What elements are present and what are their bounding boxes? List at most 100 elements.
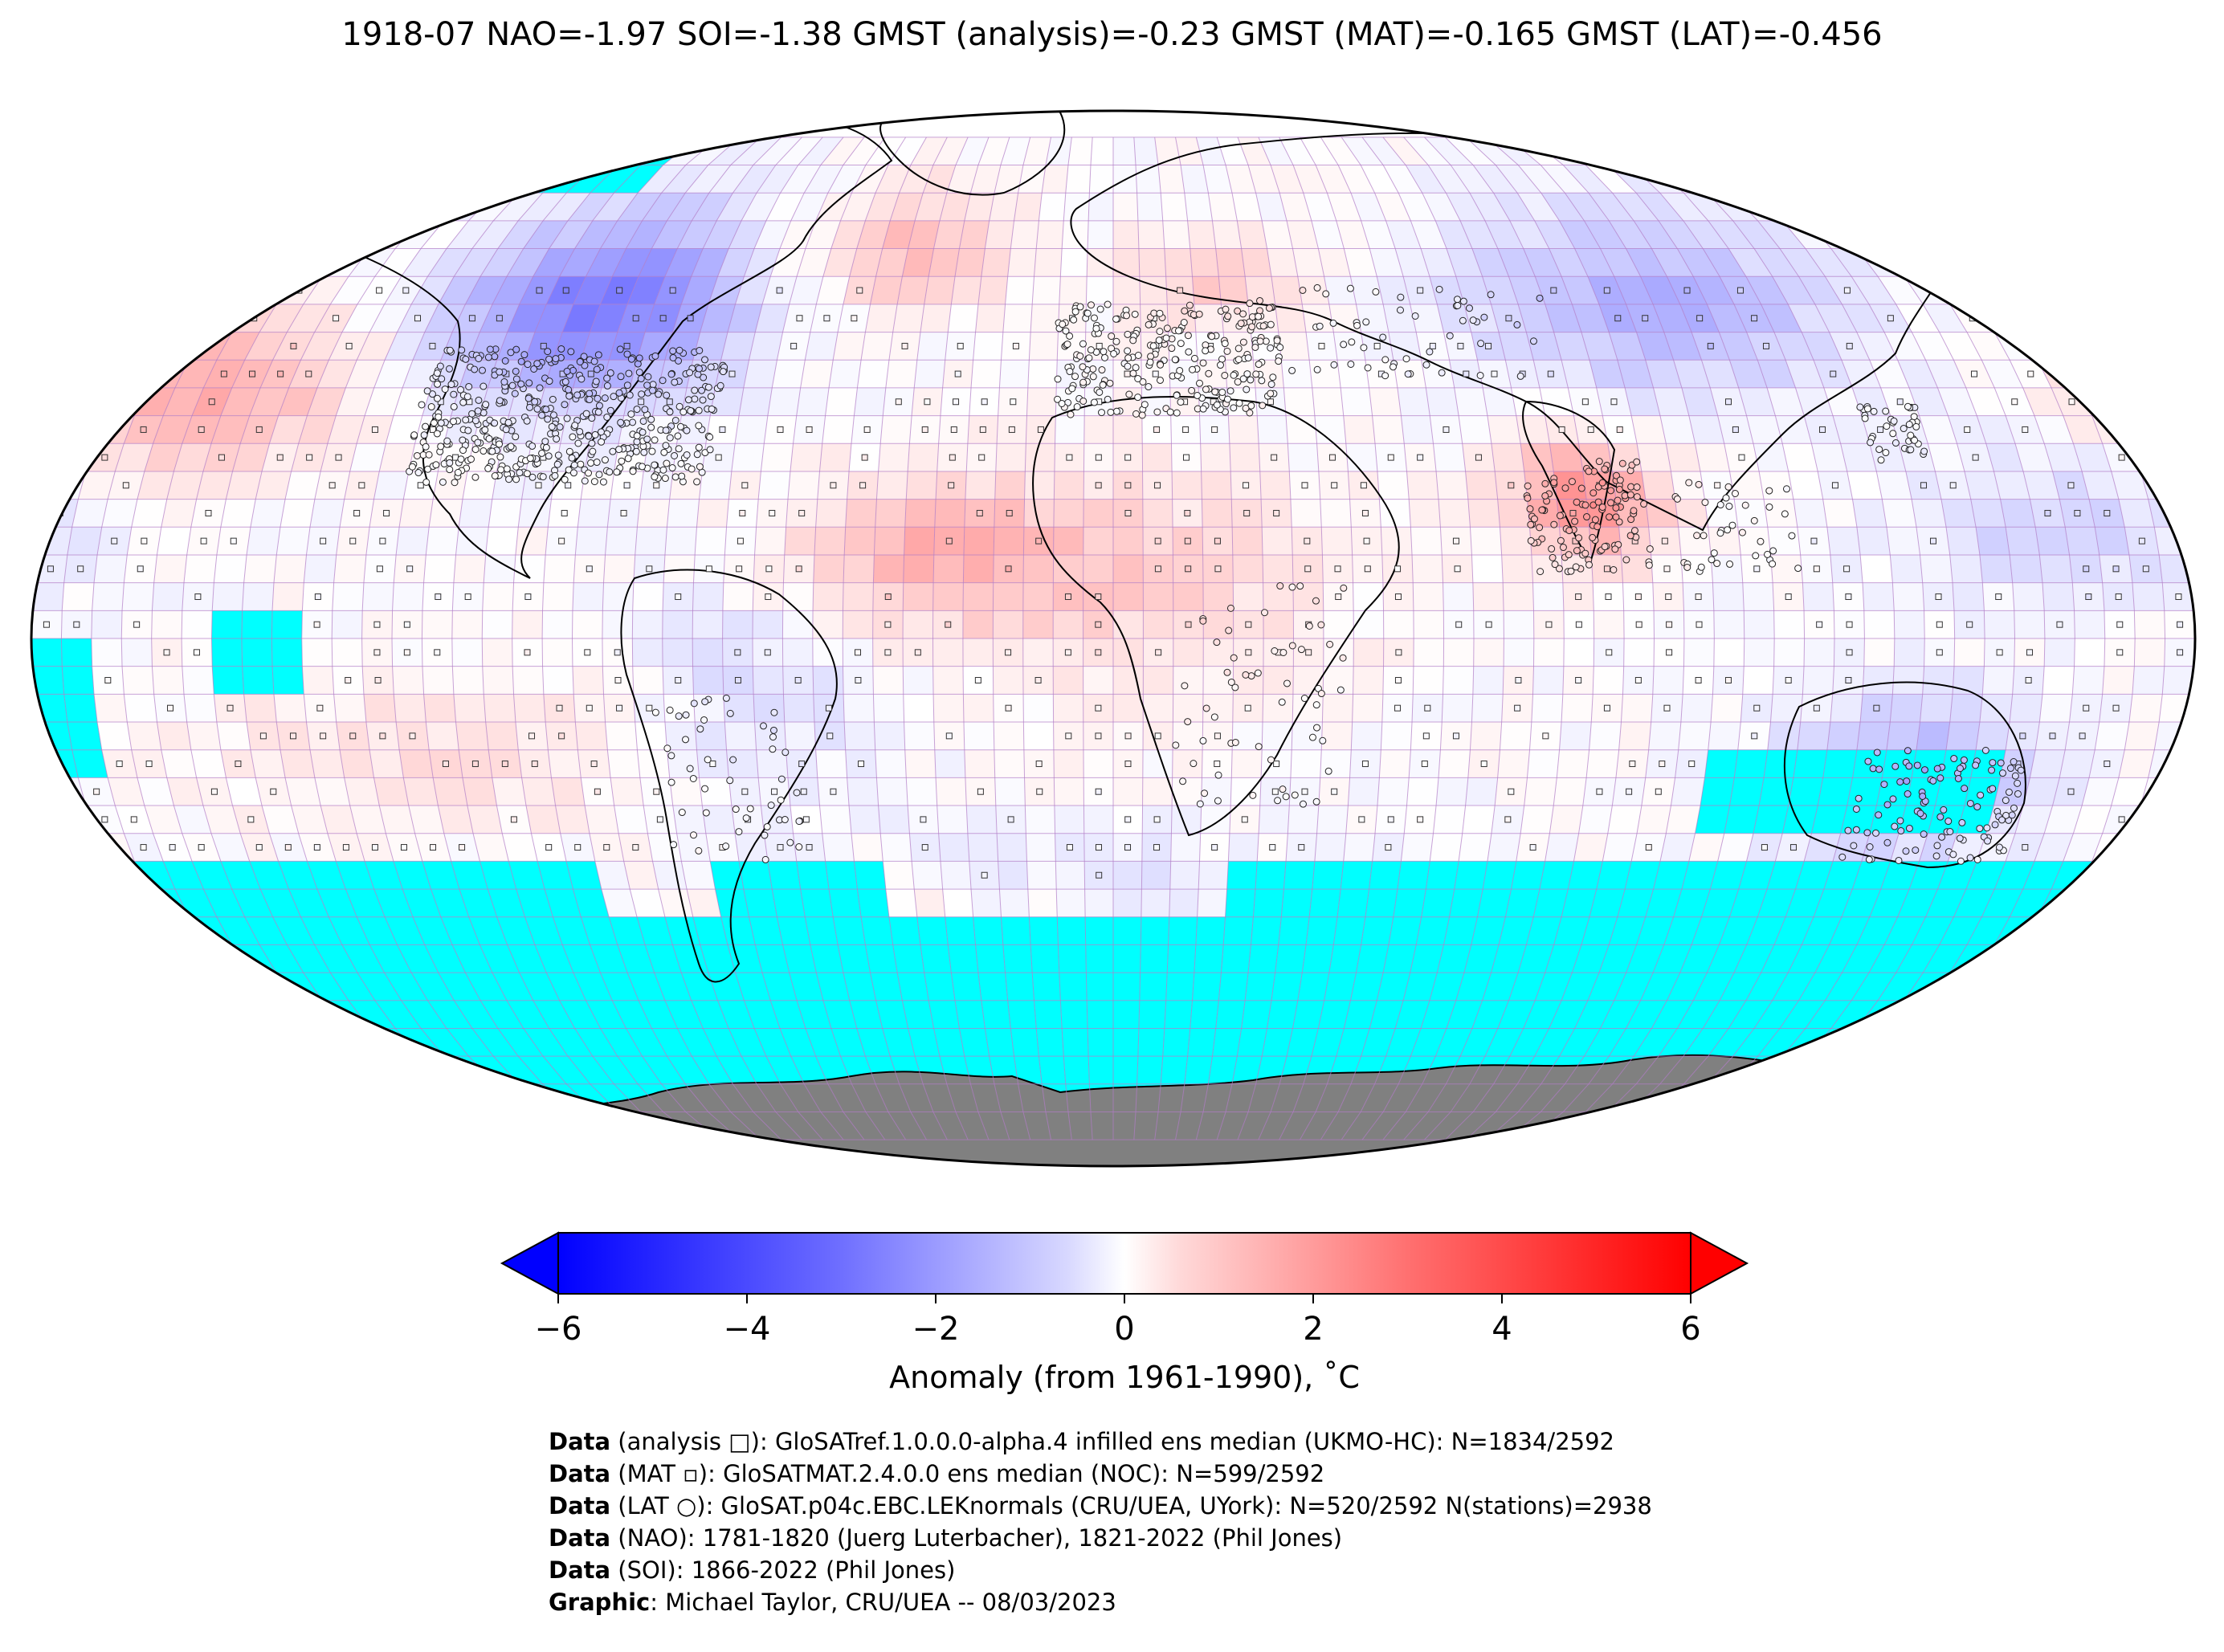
grid-cell <box>543 193 590 221</box>
grid-cell <box>1113 137 1136 165</box>
grid-cell <box>805 332 839 361</box>
grid-cell <box>787 471 820 500</box>
grid-cell <box>614 165 663 194</box>
grid-cell <box>1677 248 1720 277</box>
colorbar-ticks: −6 −4 −2 0 2 4 6 <box>535 1294 1701 1348</box>
grid-cell <box>854 387 886 416</box>
grid-cell <box>298 415 337 444</box>
grid-cell <box>480 248 524 277</box>
grid-cell <box>1258 137 1294 165</box>
grid-cell <box>485 527 519 555</box>
grid-cell <box>2063 415 2103 444</box>
grid-cell <box>2082 471 2119 500</box>
grid-cell <box>421 220 469 249</box>
grid-cell <box>753 137 802 165</box>
grid-cell <box>2014 443 2053 471</box>
grid-cell <box>800 360 834 388</box>
grid-cell <box>1631 415 1667 444</box>
grid-cell <box>1245 276 1275 304</box>
grid-cell <box>1241 248 1271 277</box>
grid-cell <box>161 499 197 528</box>
grid-cell <box>1912 499 1947 528</box>
grid-cell <box>1636 332 1674 361</box>
grid-cell <box>1237 220 1267 249</box>
grid-cell <box>1589 360 1626 388</box>
grid-cell <box>71 499 108 528</box>
grid-cell <box>373 360 413 388</box>
grid-cell <box>784 527 816 555</box>
grid-cell <box>661 165 708 194</box>
grid-cell <box>1681 387 1718 416</box>
grid-cell <box>1341 137 1384 165</box>
grid-cell <box>78 471 116 500</box>
grid-cell <box>1793 499 1827 528</box>
grid-cell <box>307 387 346 416</box>
grid-cell <box>995 443 1026 471</box>
grid-cell <box>1767 387 1805 416</box>
grid-cell <box>1497 499 1530 528</box>
grid-cell <box>865 137 906 165</box>
grid-cell <box>1467 499 1500 528</box>
grid-cell <box>676 415 711 444</box>
grid-cell <box>1549 443 1583 471</box>
grid-cell <box>1113 248 1140 277</box>
grid-cell <box>1421 360 1455 388</box>
grid-cell <box>1422 193 1461 221</box>
grid-cell <box>899 165 933 194</box>
grid-cell <box>1286 415 1317 444</box>
grid-cell <box>874 527 905 555</box>
grid-cell <box>1175 137 1204 165</box>
grid-cell <box>1446 193 1485 221</box>
grid-cell <box>592 193 639 221</box>
grid-cell <box>1137 220 1165 249</box>
grid-cell <box>822 415 855 444</box>
grid-cell <box>1970 499 2006 528</box>
grid-cell <box>1409 499 1441 528</box>
grid-cell <box>1085 304 1113 332</box>
grid-cell <box>1469 193 1510 221</box>
grid-cell <box>1847 471 1883 500</box>
grid-cell <box>1226 165 1256 194</box>
grid-cell <box>1062 220 1089 249</box>
grid-cell <box>1653 304 1692 332</box>
grid-cell <box>153 415 193 444</box>
grid-cell <box>1039 193 1066 221</box>
grid-cell <box>1287 220 1319 249</box>
grid-cell <box>1925 360 1966 388</box>
colorbar-tick-label: 6 <box>1680 1311 1700 1348</box>
grid-cell <box>977 276 1008 304</box>
grid-cell <box>1311 220 1345 249</box>
grid-cell <box>309 499 345 528</box>
grid-cell <box>586 248 626 277</box>
grid-cell <box>924 276 956 304</box>
grid-cell <box>772 360 806 388</box>
grid-cell <box>946 165 978 194</box>
grid-cell <box>1508 276 1545 304</box>
grid-cell <box>2022 387 2063 416</box>
page-title: 1918-07 NAO=-1.97 SOI=-1.38 GMST (analys… <box>341 16 1883 53</box>
grid-cell <box>1293 165 1328 194</box>
grid-cell <box>1000 137 1030 165</box>
grid-cell <box>411 276 455 304</box>
grid-cell <box>1553 332 1589 361</box>
grid-cell <box>1753 443 1789 471</box>
grid-cell <box>1023 499 1055 528</box>
grid-cell <box>1782 443 1818 471</box>
grid-cell <box>365 387 403 416</box>
grid-cell <box>1487 415 1521 444</box>
grid-cell <box>1666 443 1701 471</box>
grid-cell <box>518 193 567 221</box>
grid-cell <box>590 304 628 332</box>
grid-cell <box>1203 165 1232 194</box>
grid-cell <box>732 165 776 194</box>
colorbar-label: Anomaly (from 1961-1990), ˚C <box>889 1360 1360 1395</box>
grid-cell <box>973 332 1003 361</box>
grid-cell <box>269 415 308 444</box>
grid-cell <box>765 193 805 221</box>
grid-cell <box>637 332 673 361</box>
grid-cell <box>1215 248 1246 277</box>
grid-cell <box>1113 527 1144 555</box>
grid-cell <box>1312 387 1344 416</box>
grid-cell <box>720 332 756 361</box>
grid-cell <box>523 220 568 249</box>
